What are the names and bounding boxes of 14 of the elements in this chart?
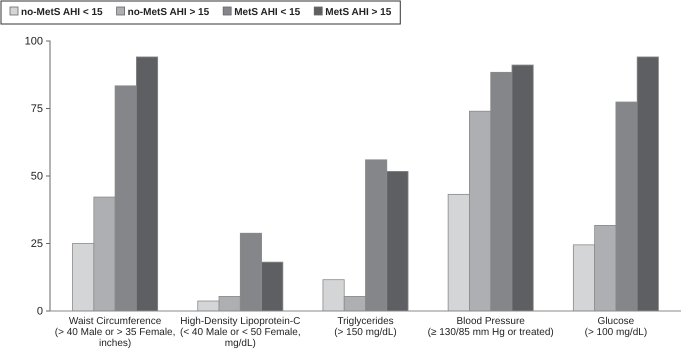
y-tick-label: 0 [36,306,43,318]
x-tick-label: Triglycerides (> 150 mg/dL) [334,316,397,338]
y-tick-label: 75 [30,103,43,116]
legend-label: MetS AHI < 15 [234,7,301,18]
x-tick-label: High-Density Lipoprotein-C (< 40 Male or < 50 Female, mg/dL) [180,316,301,349]
legend-label: no-MetS AHI > 15 [128,7,210,18]
x-tick-label: Glucose (> 100 mg/dL) [584,316,648,338]
x-tick-label: Blood Pressure (≥ 130/85 mm Hg or treated) [428,316,554,338]
x-tick-label: Waist Circumference (> 40 Male or > 35 Female, inches) [54,316,176,349]
legend-label: MetS AHI > 15 [325,7,392,18]
y-tick-label: 50 [30,170,43,183]
legend-label: no-MetS AHI < 15 [21,7,104,18]
y-tick-label: 25 [30,238,43,250]
y-tick-label: 100 [24,36,43,48]
